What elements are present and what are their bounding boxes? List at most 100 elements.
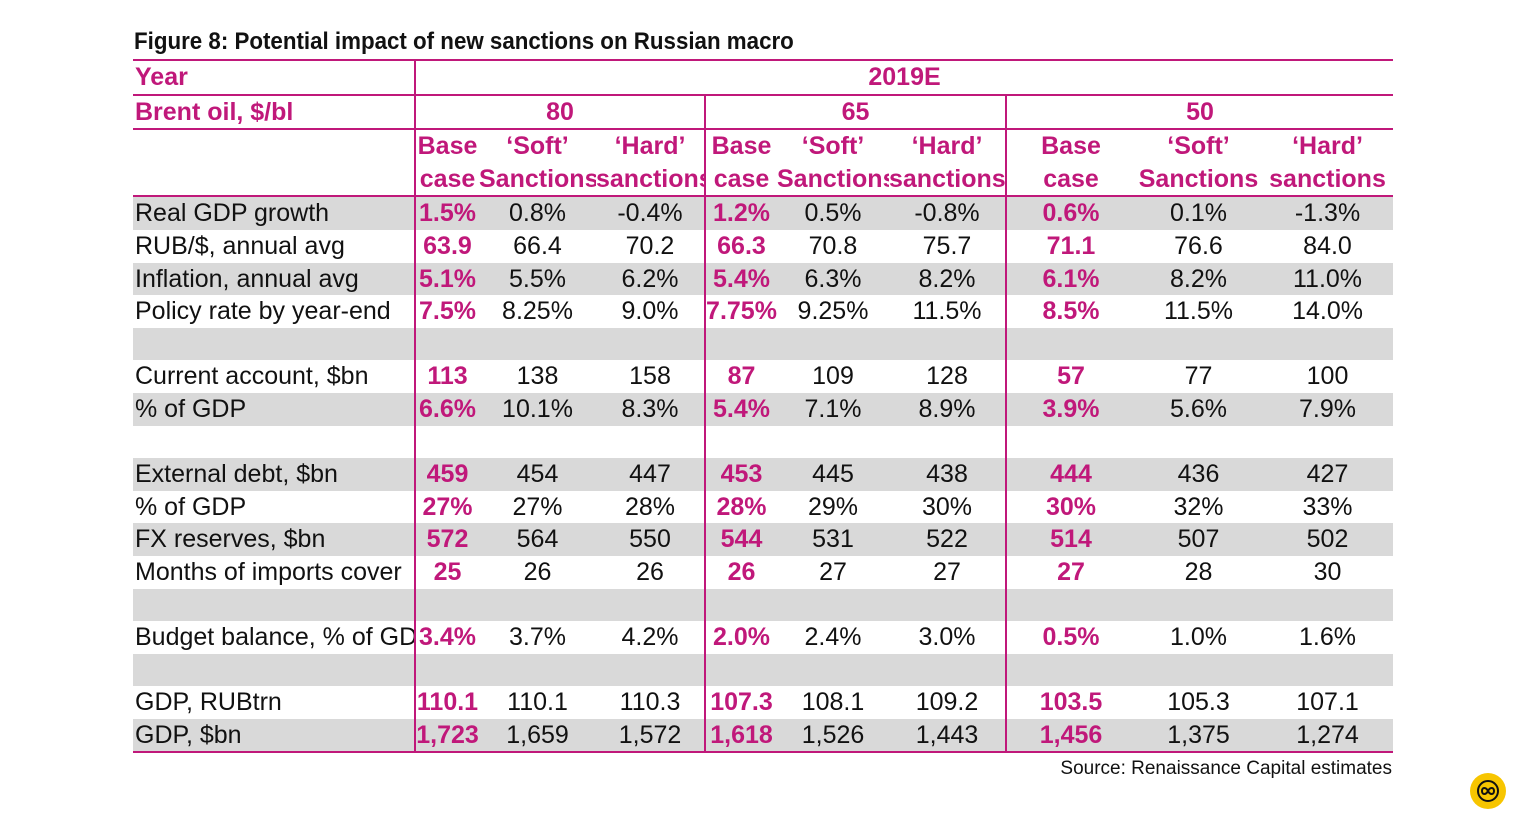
base-case-value: 113 [414, 360, 479, 393]
sanction-value: 26 [636, 557, 664, 586]
base-case-value: 1,618 [704, 718, 777, 754]
table-row: Real GDP growth 1.5% 0.8% -0.4% 1.2% 0.5% -0.8… [133, 196, 1394, 230]
spacer-cell [1135, 327, 1262, 361]
spacer-cell [1005, 425, 1135, 459]
table-row: Months of imports cover 25 26 26 26 27 27 27 28 3… [133, 555, 1393, 589]
oil-price-header: 50 [1004, 94, 1394, 131]
base-case-value: 0.6% [1005, 196, 1135, 230]
spacer-row [133, 588, 1394, 622]
spacer-cell [1262, 426, 1393, 459]
table-row: RUB/$, annual avg 63.9 66.4 70.2 66.3 70.8 75.… [133, 229, 1393, 263]
spacer-cell [889, 653, 1006, 687]
sanction-value: 11.0% [1262, 262, 1394, 296]
base-case-value: 57 [1005, 360, 1135, 393]
row-label: External debt, $bn [133, 458, 415, 491]
sanction-value: 531 [777, 523, 889, 556]
row-label: Current account, $bn [135, 362, 369, 391]
sanction-value: 445 [777, 458, 889, 491]
base-case-value: 26 [704, 555, 777, 589]
base-case-value: 514 [1005, 523, 1135, 556]
sanction-value: 14.0% [1292, 297, 1363, 326]
base-case-value: 1.5% [414, 196, 479, 230]
spacer-cell [1005, 588, 1135, 622]
sanction-value: 11.5% [1163, 297, 1234, 326]
sanction-value: 109 [812, 362, 854, 391]
sanction-value: 522 [889, 523, 1006, 556]
sanction-value: 427 [1262, 458, 1394, 491]
sanction-value: 77 [1184, 362, 1213, 391]
base-case-value: 110.1 [414, 686, 479, 719]
row-label: FX reserves, $bn [133, 523, 415, 556]
sanction-value: 107.1 [1296, 688, 1359, 717]
sanction-value: 28 [1184, 557, 1213, 586]
scenario-header: ‘Soft’ [801, 132, 865, 161]
base-case-value: 8.5% [1005, 295, 1135, 328]
base-case-value: 7.5% [414, 295, 479, 328]
row-label: Real GDP growth [133, 196, 415, 230]
sanction-value: -1.3% [1262, 196, 1394, 230]
spacer-cell [414, 327, 479, 361]
spacer-cell [479, 653, 596, 687]
spacer-cell [133, 653, 415, 687]
sanction-value: 0.1% [1135, 196, 1262, 230]
scenario-header: case [414, 162, 479, 198]
sanction-value: 28% [624, 492, 676, 521]
base-case-value: 3.4% [414, 621, 479, 654]
sanction-value: 4.2% [621, 623, 679, 652]
header-spacer [133, 162, 415, 198]
scenario-header: Sanctions [777, 162, 889, 198]
row-label: % of GDP [133, 392, 415, 426]
spacer-cell [596, 327, 705, 361]
sanction-value: 75.7 [922, 231, 972, 260]
sanctions-macro-table: Year 2019E Brent oil, $/bl 80 65 50 Base ‘Soft’… [133, 59, 1394, 754]
spacer-row [133, 653, 1394, 687]
spacer-cell [1135, 588, 1262, 622]
scenario-header: ‘Soft’ [506, 132, 569, 161]
sanction-value: 8.3% [596, 392, 705, 426]
spacer-cell [1262, 653, 1394, 687]
row-label: % of GDP [135, 492, 247, 521]
spacer-cell [889, 327, 1006, 361]
spacer-cell [777, 588, 889, 622]
base-case-value: 3.9% [1005, 392, 1135, 426]
base-case-value: 459 [414, 458, 479, 491]
sanction-value: 9.0% [621, 297, 679, 326]
table-row: External debt, $bn 459 454 447 453 445 438 444 4… [133, 458, 1394, 491]
sanction-value: 128 [926, 362, 968, 391]
sanction-value: 8.25% [502, 297, 573, 326]
table-row: FX reserves, $bn 572 564 550 544 531 522 514 507… [133, 523, 1394, 556]
base-case-value: 63.9 [414, 229, 479, 263]
row-label: GDP, $bn [133, 718, 415, 754]
table-row: Budget balance, % of GDP 3.4% 3.7% 4.2% 2.0%… [133, 621, 1393, 654]
base-case-value: 572 [414, 523, 479, 556]
base-case-value: 1,723 [414, 718, 479, 754]
sanction-value: 27 [933, 557, 961, 586]
spacer-cell [704, 327, 777, 361]
sanction-value: 26 [523, 557, 552, 586]
spacer-cell [133, 588, 415, 622]
spacer-cell [1005, 653, 1135, 687]
watermark-logo-icon [1470, 773, 1506, 809]
base-case-value: 7.75% [704, 295, 777, 328]
base-case-value: 28% [704, 490, 777, 524]
sanction-value: 7.9% [1262, 392, 1394, 426]
sanction-value: 105.3 [1167, 688, 1230, 717]
base-case-value: 25 [414, 555, 479, 589]
base-case-value: 27 [1005, 555, 1135, 589]
table-row: % of GDP 27% 27% 28% 28% 29% 30% 30% 32% 33% [133, 490, 1393, 524]
spacer-cell [777, 653, 889, 687]
base-case-value: 66.3 [704, 229, 777, 263]
spacer-cell [596, 426, 705, 459]
sanction-value: 8.2% [889, 262, 1006, 296]
scenario-header: Sanctions [1135, 162, 1262, 198]
sanction-value: 29% [807, 492, 859, 521]
year-value: 2019E [413, 59, 1394, 96]
sanction-value: -0.8% [889, 196, 1006, 230]
sanction-value: 158 [629, 362, 671, 391]
base-case-value: 5.4% [704, 392, 777, 426]
sanction-value: 3.7% [509, 623, 566, 652]
spacer-row [133, 327, 1394, 361]
spacer-cell [414, 588, 479, 622]
spacer-row [133, 425, 1393, 459]
scenario-header: Base [704, 129, 777, 163]
